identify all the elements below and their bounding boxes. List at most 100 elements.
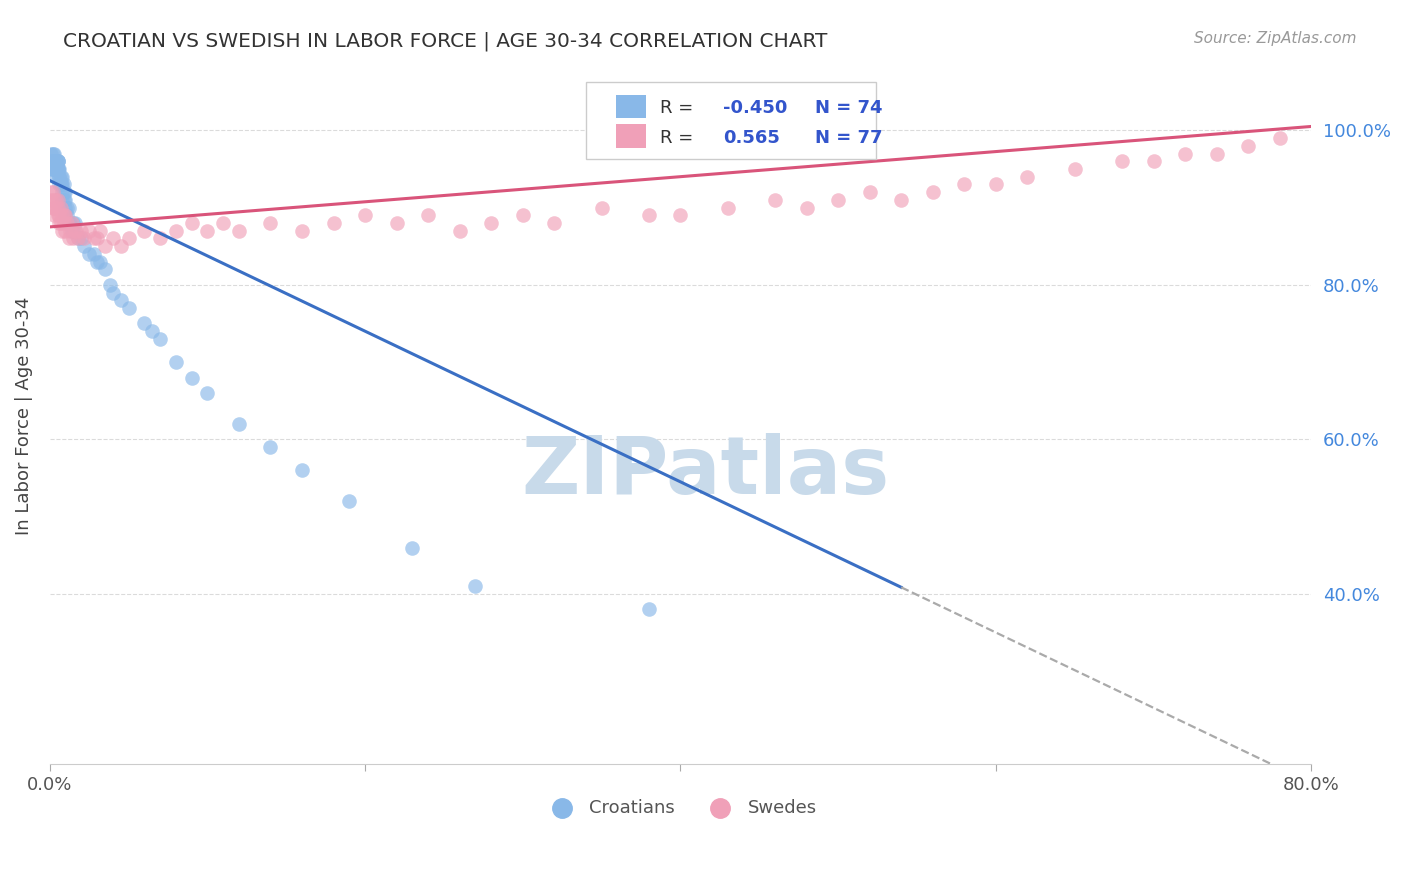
Point [46, 154, 69, 169]
Point [638, 208, 661, 222]
Point [52, 208, 75, 222]
Point [259, 440, 281, 454]
FancyBboxPatch shape [616, 124, 647, 148]
Point [46, 154, 69, 169]
Point [39, 185, 62, 199]
Point [67, 231, 90, 245]
Point [77, 224, 100, 238]
Point [86, 254, 108, 268]
Point [39, 193, 62, 207]
Point [44, 193, 66, 207]
Text: -0.450: -0.450 [723, 99, 787, 117]
Point [921, 185, 943, 199]
Point [416, 208, 439, 222]
Point [89, 254, 111, 268]
Text: CROATIAN VS SWEDISH IN LABOR FORCE | AGE 30-34 CORRELATION CHART: CROATIAN VS SWEDISH IN LABOR FORCE | AGE… [63, 31, 828, 51]
Point [58, 231, 80, 245]
Point [52, 216, 75, 230]
Point [83, 231, 105, 245]
Point [141, 324, 163, 338]
Point [101, 285, 124, 300]
Point [44, 146, 66, 161]
Point [55, 185, 77, 199]
Point [46, 161, 69, 176]
Point [46, 161, 69, 176]
Point [52, 193, 75, 207]
Point [98, 277, 121, 292]
Point [195, 224, 218, 238]
Point [401, 541, 423, 555]
Point [39, 154, 62, 169]
Point [859, 185, 882, 199]
Point [110, 239, 132, 253]
Point [73, 231, 96, 245]
Point [45, 201, 67, 215]
Point [42, 154, 65, 169]
Point [149, 231, 172, 245]
Point [45, 193, 67, 207]
Point [1017, 169, 1039, 184]
Point [55, 208, 77, 222]
Point [48, 169, 70, 184]
Point [212, 216, 235, 230]
Point [52, 185, 75, 199]
Point [86, 231, 108, 245]
Y-axis label: In Labor Force | Age 30-34: In Labor Force | Age 30-34 [15, 297, 32, 535]
Text: R =: R = [661, 129, 704, 147]
FancyBboxPatch shape [616, 95, 647, 119]
Point [385, 216, 408, 230]
Point [1174, 146, 1197, 161]
Point [165, 355, 187, 369]
Point [55, 201, 77, 215]
Point [83, 247, 105, 261]
Point [180, 370, 202, 384]
Point [94, 239, 117, 253]
Point [55, 208, 77, 222]
Point [62, 224, 84, 238]
Point [44, 161, 66, 176]
Point [1237, 138, 1260, 153]
Legend: Croatians, Swedes: Croatians, Swedes [537, 792, 824, 824]
Point [464, 579, 486, 593]
Point [60, 224, 83, 238]
Point [42, 201, 65, 215]
Point [48, 178, 70, 192]
Point [149, 332, 172, 346]
Point [44, 201, 66, 215]
Point [56, 201, 79, 215]
Text: R =: R = [661, 99, 699, 117]
Point [48, 208, 70, 222]
Point [39, 161, 62, 176]
Point [63, 216, 86, 230]
Point [48, 161, 70, 176]
Point [67, 231, 90, 245]
Point [591, 201, 613, 215]
Point [1142, 154, 1164, 169]
Point [134, 224, 156, 238]
Point [51, 185, 73, 199]
Point [117, 231, 139, 245]
FancyBboxPatch shape [586, 82, 876, 159]
Point [46, 154, 69, 169]
Point [337, 494, 360, 508]
Point [44, 208, 66, 222]
Point [65, 224, 87, 238]
Point [827, 193, 849, 207]
Point [39, 146, 62, 161]
Point [49, 169, 72, 184]
Point [89, 224, 111, 238]
Point [101, 231, 124, 245]
Point [763, 193, 786, 207]
Point [44, 154, 66, 169]
Point [62, 231, 84, 245]
Text: N = 77: N = 77 [815, 129, 883, 147]
Point [48, 169, 70, 184]
Point [1063, 161, 1085, 176]
Point [180, 216, 202, 230]
Point [259, 216, 281, 230]
Point [45, 169, 67, 184]
Point [984, 178, 1007, 192]
Point [55, 193, 77, 207]
Point [70, 231, 93, 245]
Point [42, 146, 65, 161]
